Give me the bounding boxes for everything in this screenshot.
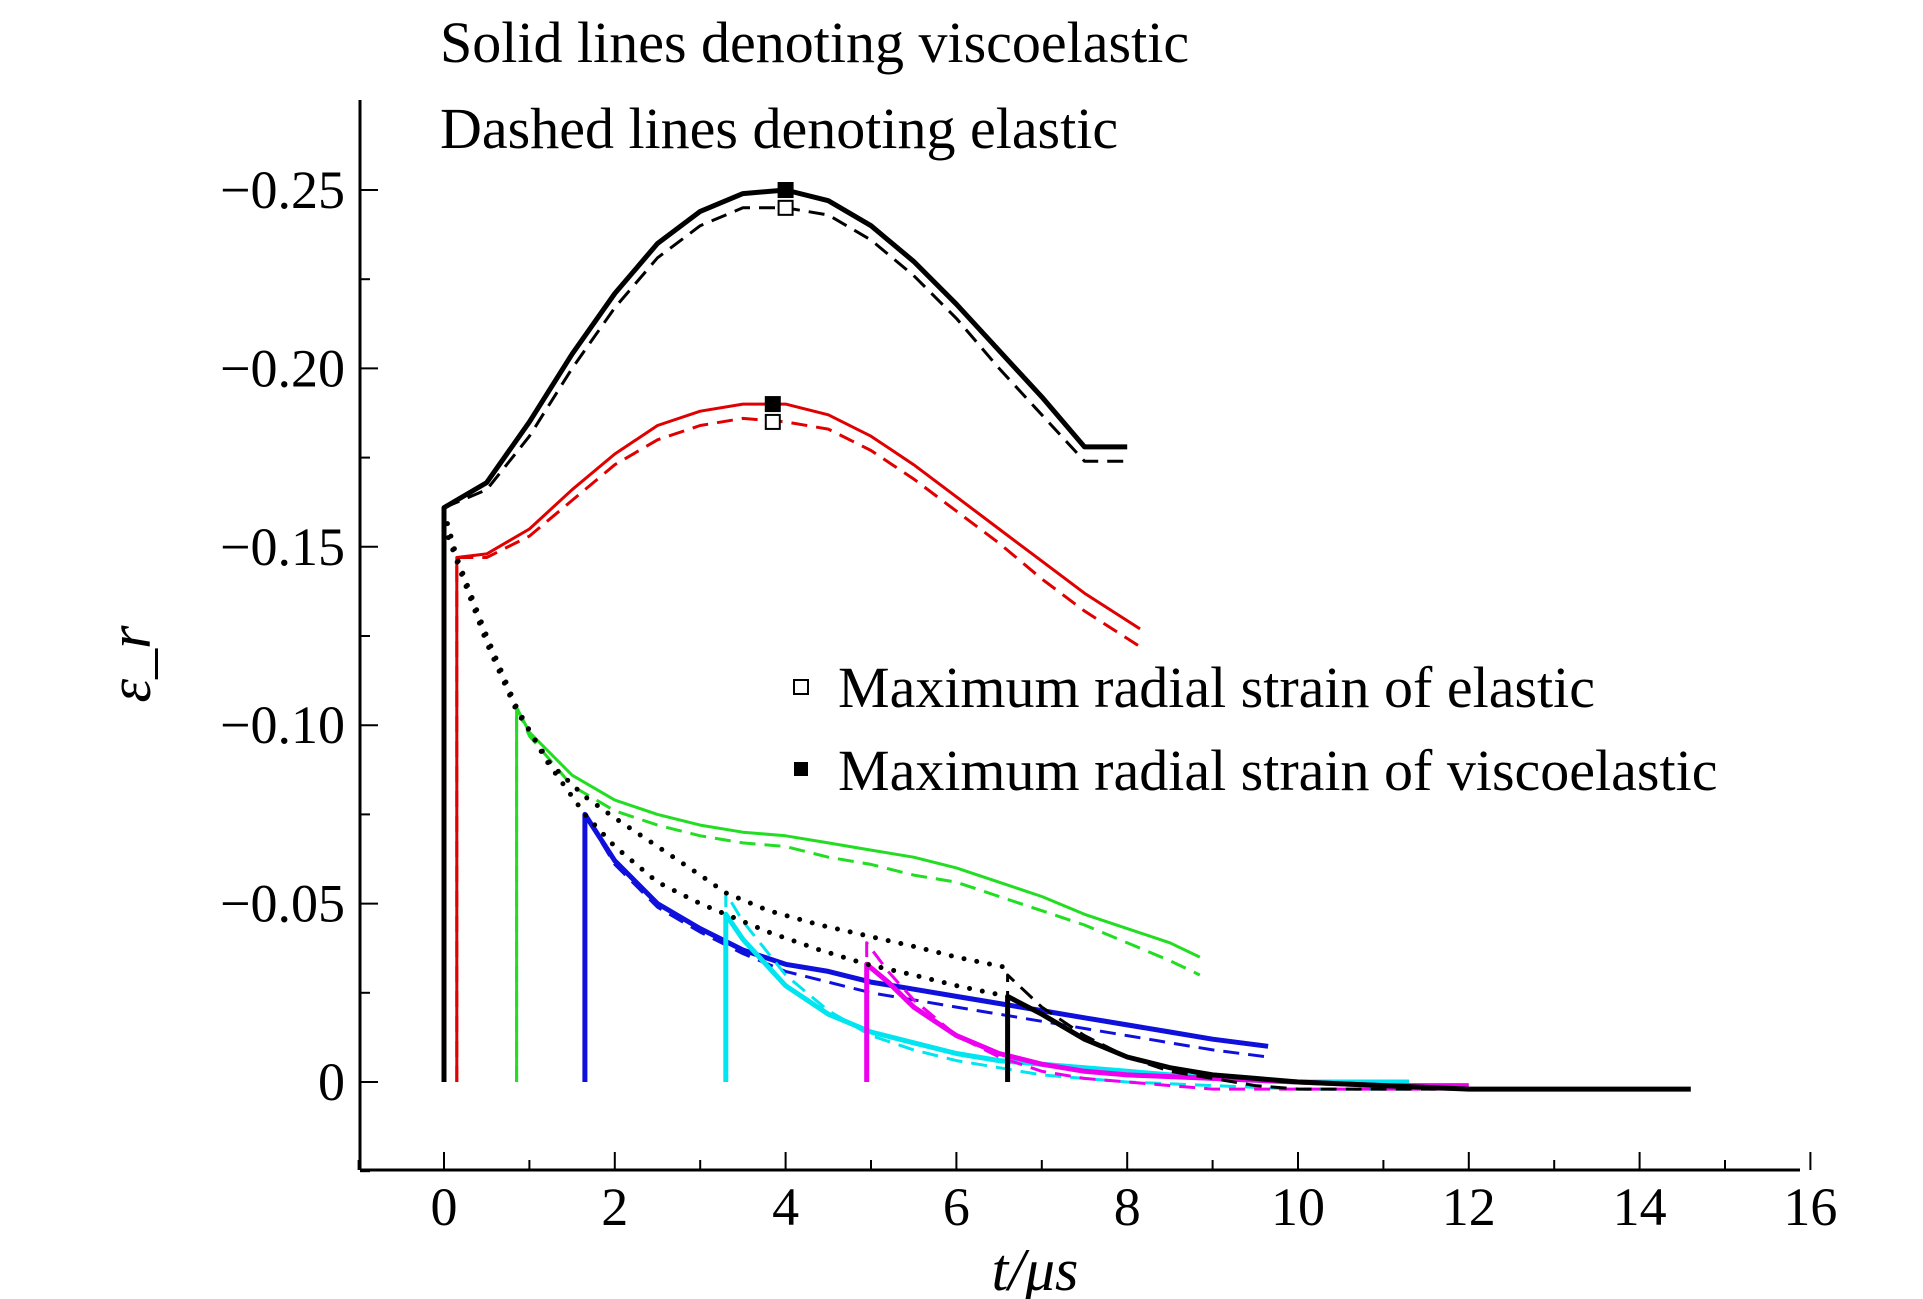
x-tick-label: 16 xyxy=(1783,1177,1837,1237)
x-tick-label: 6 xyxy=(943,1177,970,1237)
y-tick-label: −0.25 xyxy=(220,160,345,220)
series-line-dotted xyxy=(441,508,1011,999)
plot-area: 0 2 4 6 8 10 12 14 16 0 −0.05 −0.10 −0.15 −0.20 −0.25 xyxy=(220,100,1837,1237)
legend-label-elastic: Maximum radial strain of elastic xyxy=(838,655,1595,720)
x-axis-title: t/μs xyxy=(992,1237,1079,1299)
series-line-dashed xyxy=(442,206,1128,1082)
x-tick-label: 14 xyxy=(1613,1177,1667,1237)
series-line-dashed xyxy=(724,891,1409,1091)
y-tick-label: −0.20 xyxy=(220,338,345,398)
x-tick-label: 8 xyxy=(1114,1177,1141,1237)
series-line-solid xyxy=(515,705,1201,1082)
series-line-solid xyxy=(723,911,1409,1085)
annotation-elastic: Dashed lines denoting elastic xyxy=(440,96,1118,161)
y-tick-label: −0.10 xyxy=(220,695,345,755)
x-tick-label: 10 xyxy=(1271,1177,1325,1237)
x-tick-label: 4 xyxy=(772,1177,799,1237)
y-tick-label: −0.15 xyxy=(220,517,345,577)
series-line-solid xyxy=(1005,993,1691,1092)
legend-label-viscoelastic: Maximum radial strain of viscoelastic xyxy=(838,738,1717,803)
max-strain-elastic-marker xyxy=(764,413,781,430)
max-strain-viscoelastic-marker xyxy=(764,396,781,413)
legend: Maximum radial strain of elastic Maximum… xyxy=(793,655,1717,803)
series-line-dashed xyxy=(1006,973,1691,1091)
series-line-dashed xyxy=(455,416,1141,1082)
y-tick-label: −0.05 xyxy=(220,874,345,934)
legend-filled-square-marker xyxy=(794,762,808,776)
series-line-solid xyxy=(455,402,1141,1082)
series-line-dotted xyxy=(441,522,1011,971)
series-line-dashed xyxy=(583,812,1269,1082)
series-line-dashed xyxy=(515,705,1201,1082)
x-tick-label: 0 xyxy=(431,1177,458,1237)
y-axis-title: ε_r xyxy=(97,625,163,703)
x-tick-label: 2 xyxy=(601,1177,628,1237)
annotation-viscoelastic: Solid lines denoting viscoelastic xyxy=(440,10,1189,75)
series-line-solid xyxy=(441,187,1128,1082)
legend-open-square-marker xyxy=(793,679,809,695)
y-tick-label: 0 xyxy=(318,1052,345,1112)
x-tick-label: 12 xyxy=(1442,1177,1496,1237)
max-strain-viscoelastic-marker xyxy=(777,182,794,198)
series-line-dashed xyxy=(865,941,1469,1091)
max-strain-elastic-marker xyxy=(777,199,794,216)
